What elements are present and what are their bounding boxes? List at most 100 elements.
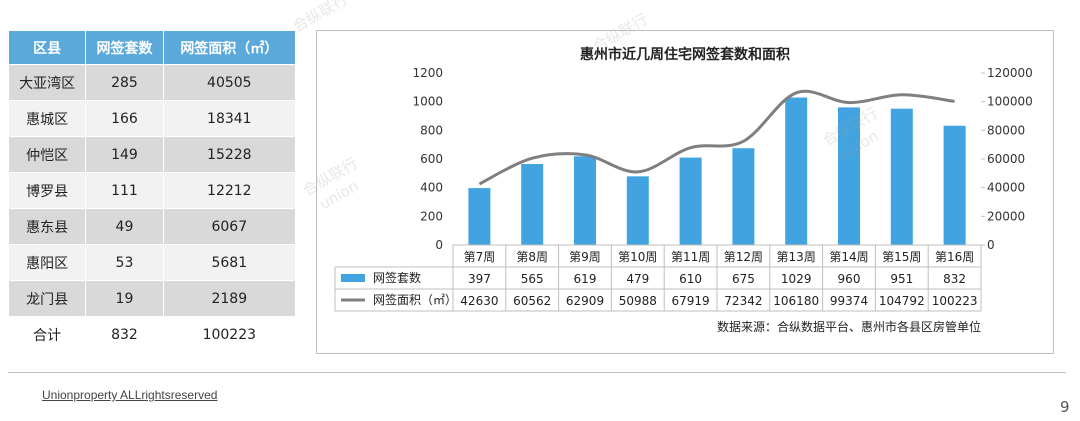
- table-row: 惠城区 166 18341: [7, 100, 297, 137]
- y-left-tick-label: 800: [420, 123, 443, 137]
- cell-district: 合计: [7, 316, 87, 353]
- cell-district: 仲恺区: [7, 136, 87, 173]
- data-label: 832: [943, 272, 966, 286]
- y-left-tick-label: 200: [420, 209, 443, 223]
- cell-area: 12212: [162, 172, 297, 209]
- data-label: 99374: [830, 294, 868, 308]
- cell-area: 6067: [162, 208, 297, 245]
- x-category-label: 第12周: [724, 250, 763, 264]
- cell-units: 149: [85, 136, 164, 173]
- data-label: 104792: [879, 294, 925, 308]
- chart-panel: 惠州市近几周住宅网签套数和面积 0 200 400 600 800 1000 1200 0 200…: [316, 30, 1054, 354]
- cell-units: 832: [85, 316, 164, 353]
- legend-swatch-bar: [341, 274, 365, 282]
- data-label: 1029: [781, 272, 812, 286]
- table-row: 大亚湾区 285 40505: [7, 64, 297, 101]
- cell-area: 5681: [162, 244, 297, 281]
- y-right-tick-label: 60000: [987, 152, 1025, 166]
- x-category-label: 第15周: [882, 250, 921, 264]
- data-label: 106180: [773, 294, 819, 308]
- header-area: 网签面积（㎡）: [162, 30, 297, 65]
- bar: [574, 156, 596, 245]
- data-label: 479: [626, 272, 649, 286]
- data-label: 62909: [566, 294, 604, 308]
- x-category-label: 第16周: [935, 250, 974, 264]
- data-label: 42630: [460, 294, 498, 308]
- bar: [626, 176, 649, 245]
- y-left-tick-label: 1000: [412, 95, 443, 109]
- header-units: 网签套数: [85, 30, 164, 65]
- cell-units: 19: [85, 280, 164, 317]
- table-row: 博罗县 111 12212: [7, 172, 297, 209]
- data-label: 619: [574, 272, 597, 286]
- data-label: 67919: [672, 294, 710, 308]
- bar: [943, 125, 966, 245]
- footer-divider: [8, 372, 1066, 373]
- cell-units: 111: [85, 172, 164, 209]
- area-line: [478, 89, 955, 186]
- data-label: 60562: [513, 294, 551, 308]
- table-row: 仲恺区 149 15228: [7, 136, 297, 173]
- x-category-label: 第14周: [829, 250, 868, 264]
- legend-label: 网签套数: [373, 270, 421, 285]
- table-row: 惠东县 49 6067: [7, 208, 297, 245]
- cell-units: 49: [85, 208, 164, 245]
- x-category-label: 第7周: [464, 250, 496, 264]
- data-label: 397: [468, 272, 491, 286]
- data-label: 72342: [724, 294, 762, 308]
- x-category-label: 第13周: [777, 250, 816, 264]
- y-right-tick-label: 40000: [987, 181, 1025, 195]
- cell-area: 40505: [162, 64, 297, 101]
- y-left-tick-label: 0: [435, 238, 443, 252]
- cell-units: 285: [85, 64, 164, 101]
- bar: [732, 148, 755, 245]
- cell-district: 大亚湾区: [7, 64, 87, 101]
- bar: [890, 108, 913, 245]
- page-number: 9: [1060, 398, 1070, 416]
- bar: [468, 188, 491, 245]
- combo-chart: 惠州市近几周住宅网签套数和面积 0 200 400 600 800 1000 1200 0 200…: [334, 46, 1033, 334]
- data-label: 960: [838, 272, 861, 286]
- legend-label: 网签面积（㎡）: [373, 292, 457, 307]
- cell-district: 龙门县: [7, 280, 87, 317]
- copyright-text: Unionproperty ALLrightsreserved: [42, 388, 218, 402]
- cell-district: 惠东县: [7, 208, 87, 245]
- cell-area: 100223: [162, 316, 297, 353]
- data-label: 100223: [932, 294, 978, 308]
- cell-area: 2189: [162, 280, 297, 317]
- y-right-tick-label: 80000: [987, 123, 1025, 137]
- bar: [521, 164, 544, 245]
- x-category-label: 第11周: [671, 250, 710, 264]
- cell-area: 15228: [162, 136, 297, 173]
- table-row: 龙门县 19 2189: [7, 280, 297, 317]
- cell-district: 惠城区: [7, 100, 87, 137]
- data-label: 610: [679, 272, 702, 286]
- bar: [785, 97, 808, 245]
- y-right-tick-label: 0: [987, 238, 995, 252]
- district-table: 区县 网签套数 网签面积（㎡） 大亚湾区 285 40505 惠城区 166 1…: [7, 30, 297, 353]
- cell-units: 53: [85, 244, 164, 281]
- y-left-tick-label: 600: [420, 152, 443, 166]
- table-total-row: 合计 832 100223: [7, 316, 297, 353]
- y-right-tick-label: 100000: [987, 95, 1033, 109]
- data-label: 675: [732, 272, 755, 286]
- cell-district: 惠阳区: [7, 244, 87, 281]
- header-district: 区县: [7, 30, 87, 65]
- cell-district: 博罗县: [7, 172, 87, 209]
- x-category-label: 第10周: [618, 250, 657, 264]
- table-row: 惠阳区 53 5681: [7, 244, 297, 281]
- cell-units: 166: [85, 100, 164, 137]
- data-label: 951: [890, 272, 913, 286]
- data-label: 565: [521, 272, 544, 286]
- x-category-label: 第9周: [569, 250, 601, 264]
- chart-source: 数据来源：合纵数据平台、惠州市各县区房管单位: [717, 319, 981, 334]
- y-left-tick-label: 1200: [412, 66, 443, 80]
- table-header-row: 区县 网签套数 网签面积（㎡）: [7, 30, 297, 65]
- bar: [679, 157, 702, 245]
- y-right-tick-label: 120000: [987, 66, 1033, 80]
- x-category-label: 第8周: [516, 250, 548, 264]
- data-label: 50988: [619, 294, 657, 308]
- y-left-tick-label: 400: [420, 181, 443, 195]
- bar: [838, 107, 860, 246]
- cell-area: 18341: [162, 100, 297, 137]
